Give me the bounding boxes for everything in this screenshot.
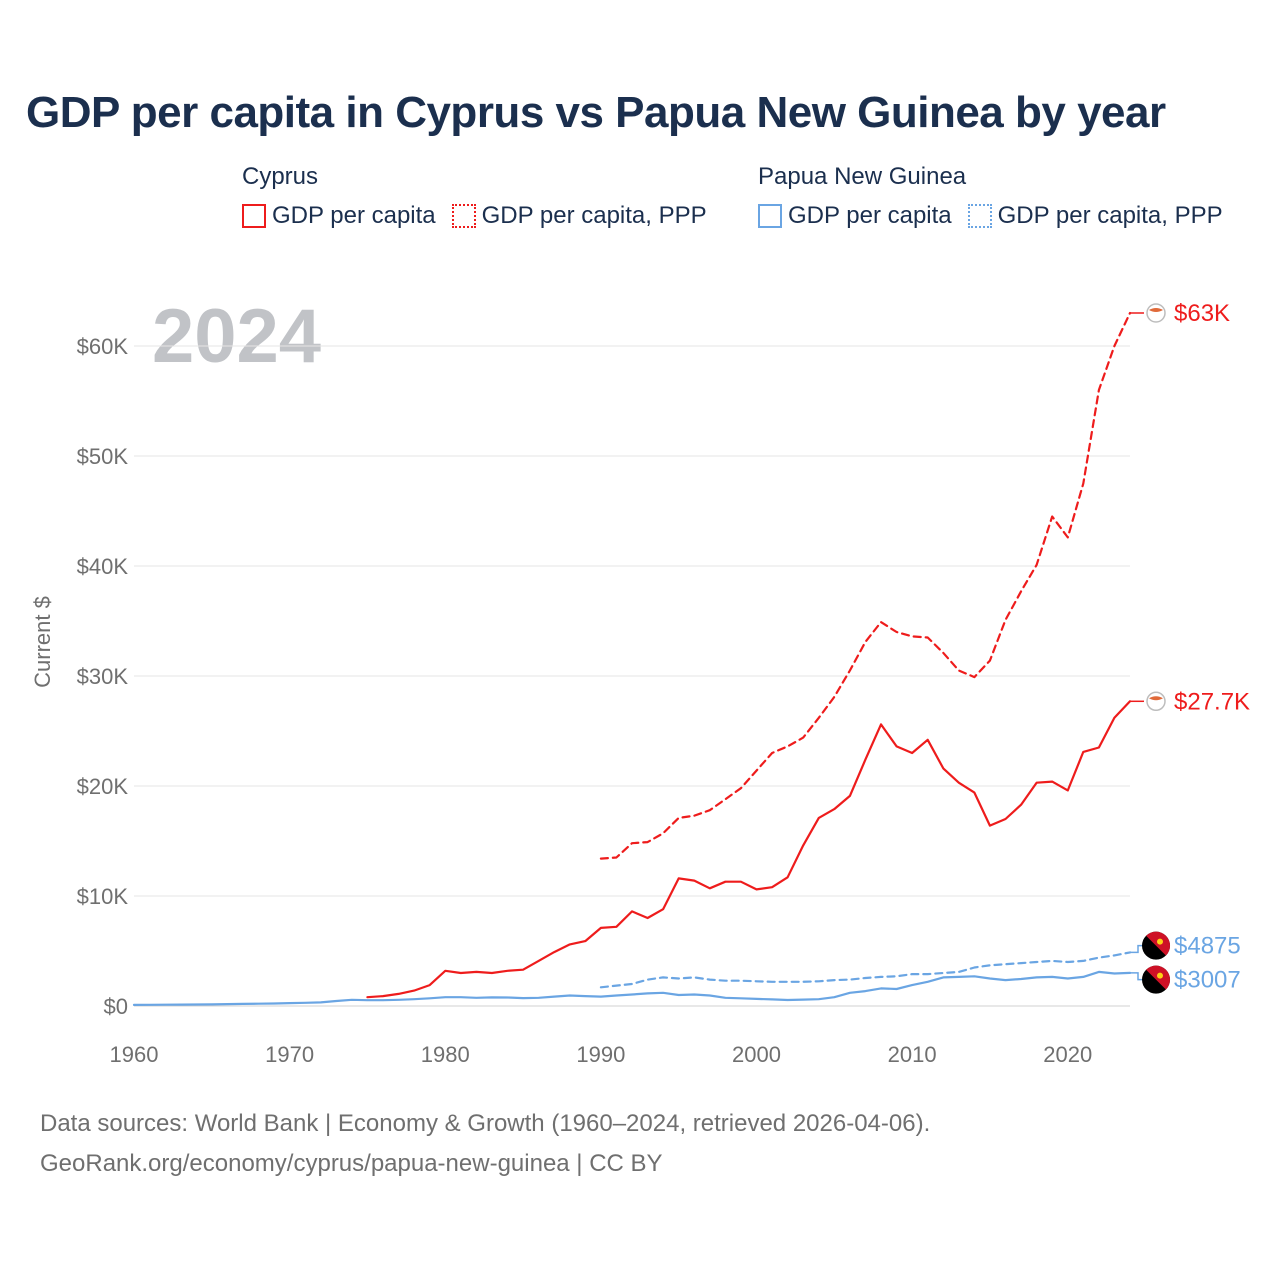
- series-line: [132, 970, 1132, 1007]
- legend-label: GDP per capita, PPP: [481, 202, 707, 229]
- png-flag-bird: [1157, 938, 1163, 945]
- legend-item-cyprus-gdp-ppp[interactable]: GDP per capita, PPP: [451, 202, 707, 230]
- source-line: Data sources: World Bank | Economy & Gro…: [40, 1110, 931, 1137]
- cyprus-flag-island: [1149, 308, 1163, 312]
- end-leader-line: [1130, 944, 1144, 954]
- y-tick-label: $20K: [77, 774, 129, 799]
- x-tick-label: 1970: [265, 1042, 314, 1067]
- end-value-label: $27.7K: [1174, 688, 1250, 715]
- y-tick-label: $60K: [77, 334, 129, 359]
- legend-group-title: Cyprus: [242, 163, 319, 190]
- series-line: [599, 951, 1132, 989]
- x-tick-label: 2000: [732, 1042, 781, 1067]
- legend-group-cyprus: Cyprus GDP per capita GDP per capita, PP…: [242, 160, 723, 238]
- legend-item-cyprus-gdp[interactable]: GDP per capita: [242, 202, 436, 230]
- x-tick-label: 1990: [576, 1042, 625, 1067]
- series-line: [366, 700, 1132, 999]
- legend-swatch-dotted-red: [451, 204, 476, 228]
- cyprus-flag-marker: [1146, 303, 1166, 323]
- cyprus-flag-marker: [1146, 691, 1166, 712]
- end-value-label: $63K: [1174, 300, 1230, 327]
- legend-label: GDP per capita: [788, 202, 952, 229]
- end-value-label: $4875: [1174, 933, 1241, 960]
- series-line: [599, 311, 1132, 860]
- footer: Data sources: World Bank | Economy & Gro…: [40, 1104, 930, 1184]
- y-tick-label: $10K: [77, 884, 129, 909]
- x-tick-label: 2010: [888, 1042, 937, 1067]
- y-axis-label: Current $: [30, 596, 55, 688]
- x-tick-label: 1960: [110, 1042, 159, 1067]
- legend-label: GDP per capita, PPP: [997, 202, 1223, 229]
- legend-group-papua-new-guinea: Papua New Guinea GDP per capita GDP per …: [758, 160, 1239, 238]
- y-tick-label: $30K: [77, 664, 129, 689]
- attribution-line: GeoRank.org/economy/cyprus/papua-new-gui…: [40, 1150, 663, 1177]
- chart-title: GDP per capita in Cyprus vs Papua New Gu…: [26, 88, 1166, 137]
- png-flag-bird: [1157, 972, 1163, 979]
- y-tick-label: $50K: [77, 444, 129, 469]
- year-watermark: 2024: [152, 294, 321, 379]
- legend-item-png-gdp-ppp[interactable]: GDP per capita, PPP: [967, 202, 1223, 230]
- legend-item-png-gdp[interactable]: GDP per capita: [758, 202, 952, 230]
- legend-swatch-solid-red: [242, 204, 266, 228]
- end-leader-line: [1130, 972, 1144, 981]
- legend-swatch-solid-blue: [758, 204, 782, 228]
- x-tick-label: 1980: [421, 1042, 470, 1067]
- end-value-label: $3007: [1174, 967, 1241, 994]
- y-tick-label: $40K: [77, 554, 129, 579]
- cyprus-flag-island: [1149, 696, 1163, 701]
- legend-label: GDP per capita: [272, 202, 436, 229]
- x-tick-label: 2020: [1043, 1042, 1092, 1067]
- legend-swatch-dotted-blue: [967, 204, 992, 228]
- legend-group-title: Papua New Guinea: [758, 163, 967, 190]
- y-tick-label: $0: [104, 994, 128, 1019]
